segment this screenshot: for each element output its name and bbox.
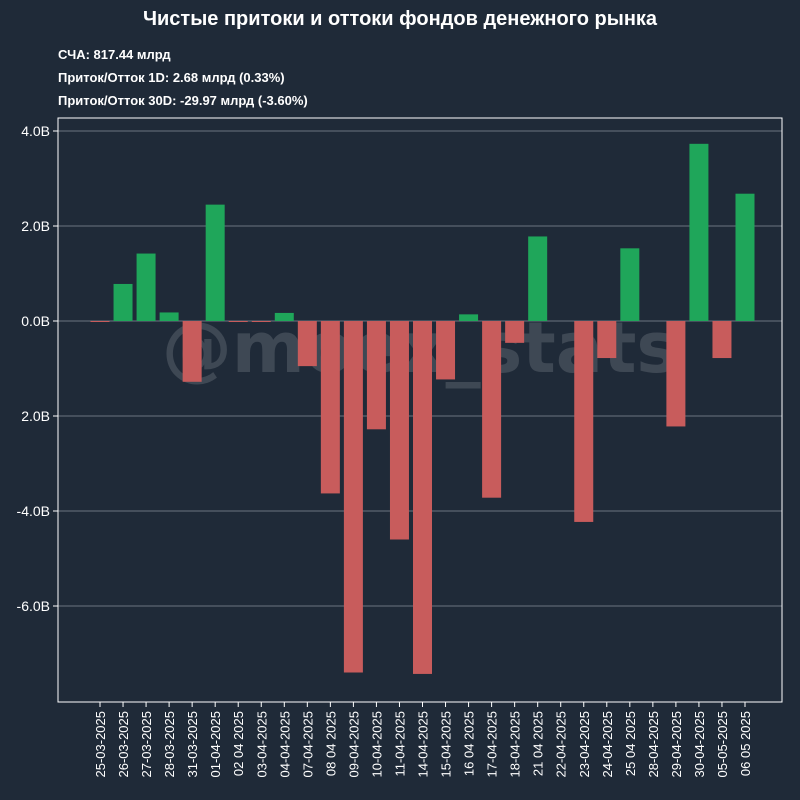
x-tick-label: 02 04 2025	[231, 711, 246, 776]
bar-10-04-2025	[366, 321, 386, 430]
x-tick-label: 17-04-2025	[485, 711, 500, 778]
x-tick-label: 11-04-2025	[392, 711, 407, 777]
x-tick-label: 01-04-2025	[208, 711, 223, 778]
chart-title: Чистые притоки и оттоки фондов денежного…	[142, 8, 658, 30]
bar-23-04-2025	[574, 321, 594, 522]
x-tick-label: 05-05-2025	[715, 711, 730, 778]
x-tick-label: 30-04-2025	[692, 711, 707, 778]
bar-17-04-2025	[482, 321, 502, 498]
nav-stat: СЧА: 817.44 млрд	[58, 47, 171, 62]
x-tick-label: 21 04 2025	[531, 711, 546, 776]
x-tick-label: 08 04 2025	[323, 711, 338, 776]
bar-07-04-2025	[297, 321, 317, 367]
bar-27-03-2025	[136, 253, 156, 321]
y-tick-label: 2.0B	[21, 218, 50, 234]
flow-30d-stat: Приток/Отток 30D: -29.97 млрд (-3.60%)	[58, 93, 308, 108]
bar-04-04-2025	[274, 312, 294, 321]
bar-05-05-2025	[712, 321, 732, 359]
bar-15-04-2025	[436, 321, 456, 380]
x-tick-label: 14-04-2025	[416, 711, 431, 778]
x-tick-label: 10-04-2025	[369, 711, 384, 778]
bar-26-03-2025	[113, 283, 133, 321]
bar-31-03-2025	[182, 321, 202, 382]
y-tick-label: 2.0B	[21, 408, 50, 424]
x-tick-label: 31-03-2025	[185, 711, 200, 778]
x-tick-label: 25-03-2025	[93, 711, 108, 778]
bar-01-04-2025	[205, 204, 225, 321]
bar-02 04 2025	[228, 321, 248, 322]
plot-frame	[57, 117, 783, 703]
bar-14-04-2025	[413, 321, 432, 674]
x-tick-label: 06 05 2025	[738, 711, 753, 776]
x-tick-label: 26-03-2025	[116, 711, 131, 778]
bar-30-04-2025	[689, 143, 709, 321]
bars	[90, 143, 755, 674]
y-tick-label: 4.0B	[21, 123, 50, 139]
x-tick-label: 28-04-2025	[646, 711, 661, 778]
y-tick-label: 0.0B	[21, 313, 50, 329]
x-tick-label: 15-04-2025	[439, 711, 454, 778]
y-tick-label: -6.0B	[17, 598, 50, 614]
bar-25-03-2025	[90, 321, 110, 322]
bar-08 04 2025	[320, 321, 340, 494]
bar-06 05 2025	[735, 193, 755, 321]
bar-03-04-2025	[251, 321, 271, 322]
bar-18-04-2025	[505, 321, 525, 343]
bar-16 04 2025	[459, 314, 479, 321]
bar-24-04-2025	[597, 321, 617, 359]
x-tick-label: 09-04-2025	[346, 711, 361, 778]
x-tick-label: 27-03-2025	[139, 711, 154, 778]
bar-09-04-2025	[343, 321, 363, 673]
flow-1d-stat: Приток/Отток 1D: 2.68 млрд (0.33%)	[58, 70, 285, 85]
x-axis-ticks: 25-03-2025 26-03-2025 27-03-2025 28-03-2025…	[93, 702, 753, 778]
x-tick-label: 28-03-2025	[162, 711, 177, 778]
x-tick-label: 23-04-2025	[577, 711, 592, 778]
bar-28-03-2025	[159, 312, 179, 321]
x-tick-label: 22-04-2025	[554, 711, 569, 778]
x-tick-label: 29-04-2025	[669, 711, 684, 778]
y-axis-ticks: 4.0B 2.0B 0.0B 2.0B -4.0B -6.0B	[17, 123, 58, 614]
x-tick-label: 03-04-2025	[254, 711, 269, 778]
bar-25 04 2025	[620, 248, 640, 321]
bar-29-04-2025	[666, 321, 686, 427]
x-tick-label: 25 04 2025	[623, 711, 638, 776]
x-tick-label: 07-04-2025	[300, 711, 315, 778]
x-tick-label: 18-04-2025	[508, 711, 523, 778]
stats-block: СЧА: 817.44 млрд Приток/Отток 1D: 2.68 м…	[58, 43, 308, 112]
x-tick-label: 16 04 2025	[462, 711, 477, 776]
bar-11-04-2025	[389, 321, 409, 540]
bar-21 04 2025	[528, 236, 548, 321]
y-tick-label: -4.0B	[17, 503, 50, 519]
x-tick-label: 04-04-2025	[277, 711, 292, 778]
x-tick-label: 24-04-2025	[600, 711, 615, 778]
